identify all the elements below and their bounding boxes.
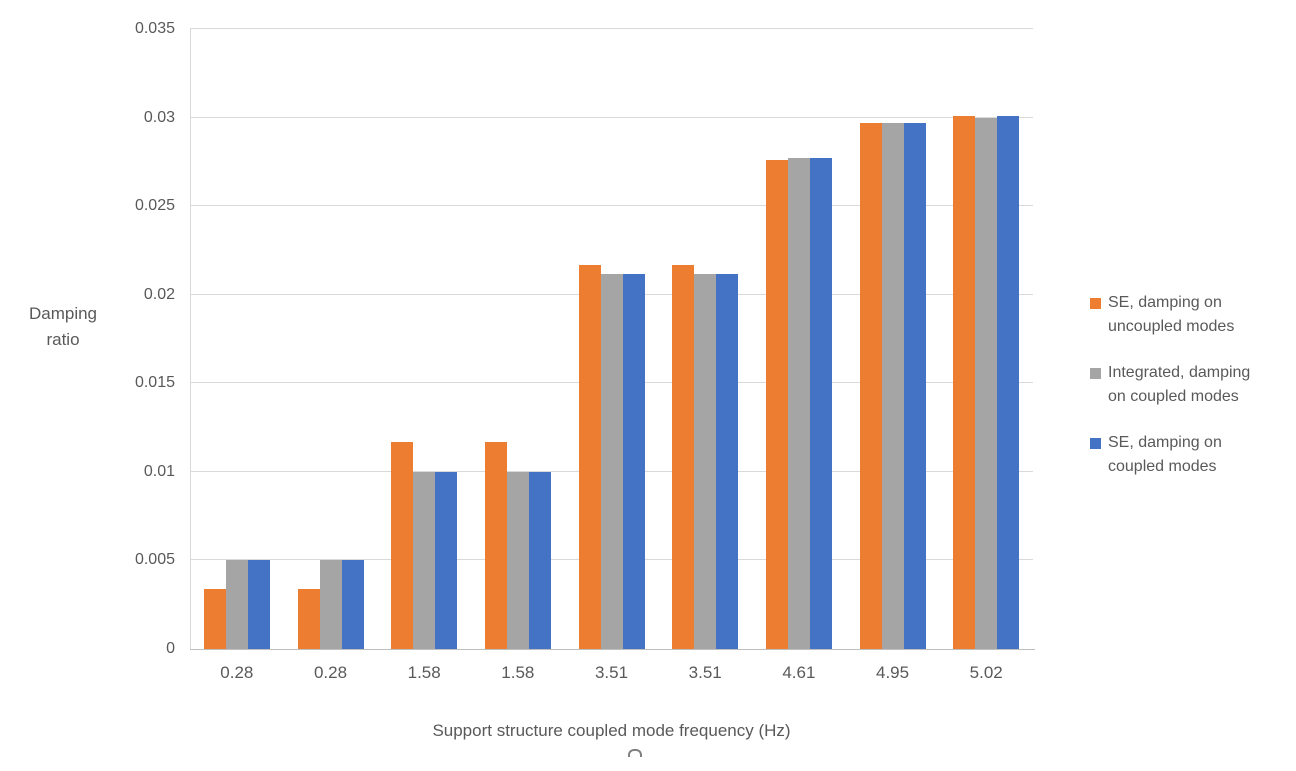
bar bbox=[765, 160, 788, 649]
bar bbox=[319, 560, 342, 649]
x-tick-label: 1.58 bbox=[407, 663, 441, 682]
bar bbox=[881, 122, 904, 649]
bar bbox=[297, 588, 320, 649]
y-tick-label: 0.02 bbox=[143, 285, 175, 303]
bar bbox=[341, 560, 364, 649]
x-tick-label: 1.58 bbox=[501, 663, 535, 682]
x-tick-label: 4.61 bbox=[782, 663, 816, 682]
bar bbox=[413, 471, 436, 649]
bar-group bbox=[471, 29, 565, 649]
bar bbox=[859, 122, 882, 649]
bar bbox=[716, 273, 739, 649]
cropped-caption-glyph bbox=[628, 749, 642, 757]
bar bbox=[787, 158, 810, 649]
bar bbox=[809, 158, 832, 649]
bar bbox=[975, 117, 998, 649]
bar bbox=[435, 471, 458, 649]
y-tick-label: 0.015 bbox=[134, 374, 175, 392]
legend-marker-icon bbox=[1090, 368, 1101, 379]
bar bbox=[953, 115, 976, 649]
bar-groups bbox=[190, 29, 1033, 649]
bar bbox=[622, 273, 645, 649]
bar bbox=[528, 471, 551, 649]
bar bbox=[203, 588, 226, 649]
y-tick-label: 0.03 bbox=[143, 108, 175, 126]
bar bbox=[997, 115, 1020, 649]
bar bbox=[578, 264, 601, 649]
gridline bbox=[190, 28, 1033, 29]
x-axis-title: Support structure coupled mode frequency… bbox=[432, 721, 791, 740]
legend-item: SE, damping on uncoupled modes bbox=[1090, 291, 1258, 339]
gridline bbox=[190, 205, 1033, 207]
x-tick-label: 4.95 bbox=[875, 663, 910, 682]
y-tick-label: 0.035 bbox=[134, 20, 175, 37]
bar bbox=[247, 560, 270, 649]
bar bbox=[484, 441, 507, 649]
y-tick-label: 0.025 bbox=[134, 197, 175, 215]
legend-label: Integrated, damping on coupled modes bbox=[1108, 364, 1251, 405]
bar-group bbox=[939, 29, 1033, 649]
legend-label: SE, damping on coupled modes bbox=[1108, 434, 1222, 475]
x-tick-label: 0.28 bbox=[313, 663, 348, 682]
x-tick-label: 3.51 bbox=[688, 663, 722, 682]
x-axis-line bbox=[190, 649, 1035, 650]
bar-group bbox=[846, 29, 940, 649]
x-tick-label: 5.02 bbox=[969, 663, 1003, 682]
x-tick-label: 0.28 bbox=[220, 663, 254, 682]
plot-area bbox=[190, 28, 1033, 649]
legend-item: Integrated, damping on coupled modes bbox=[1090, 361, 1258, 409]
legend-item: SE, damping on coupled modes bbox=[1090, 431, 1258, 479]
bar-group bbox=[377, 29, 471, 649]
bar bbox=[903, 122, 926, 649]
bar bbox=[225, 560, 248, 649]
bar bbox=[506, 471, 529, 649]
bar bbox=[600, 273, 623, 649]
legend-marker-icon bbox=[1090, 438, 1101, 449]
bar-group bbox=[190, 29, 284, 649]
gridline bbox=[190, 116, 1033, 118]
y-axis-title: Damping ratio bbox=[28, 304, 98, 349]
bar-group bbox=[658, 29, 752, 649]
bar bbox=[672, 264, 695, 649]
bar bbox=[391, 441, 414, 649]
bar-group bbox=[284, 29, 378, 649]
bar-group bbox=[565, 29, 659, 649]
y-tick-label: 0.01 bbox=[143, 462, 175, 480]
legend-label: SE, damping on uncoupled modes bbox=[1108, 294, 1235, 335]
y-tick-label: 0.005 bbox=[134, 551, 175, 569]
x-tick-label: 3.51 bbox=[594, 663, 629, 682]
y-axis-line bbox=[190, 29, 191, 649]
x-tick-labels: 0.28 0.28 1.58 1.58 3.51 3.51 4.61 4.95 5.02 bbox=[190, 663, 1033, 683]
y-tick-label: 0 bbox=[166, 640, 175, 657]
legend: SE, damping on uncoupled modes Integrated… bbox=[1090, 291, 1258, 479]
bar-group bbox=[752, 29, 846, 649]
legend-marker-icon bbox=[1090, 298, 1101, 309]
bar bbox=[694, 273, 717, 649]
